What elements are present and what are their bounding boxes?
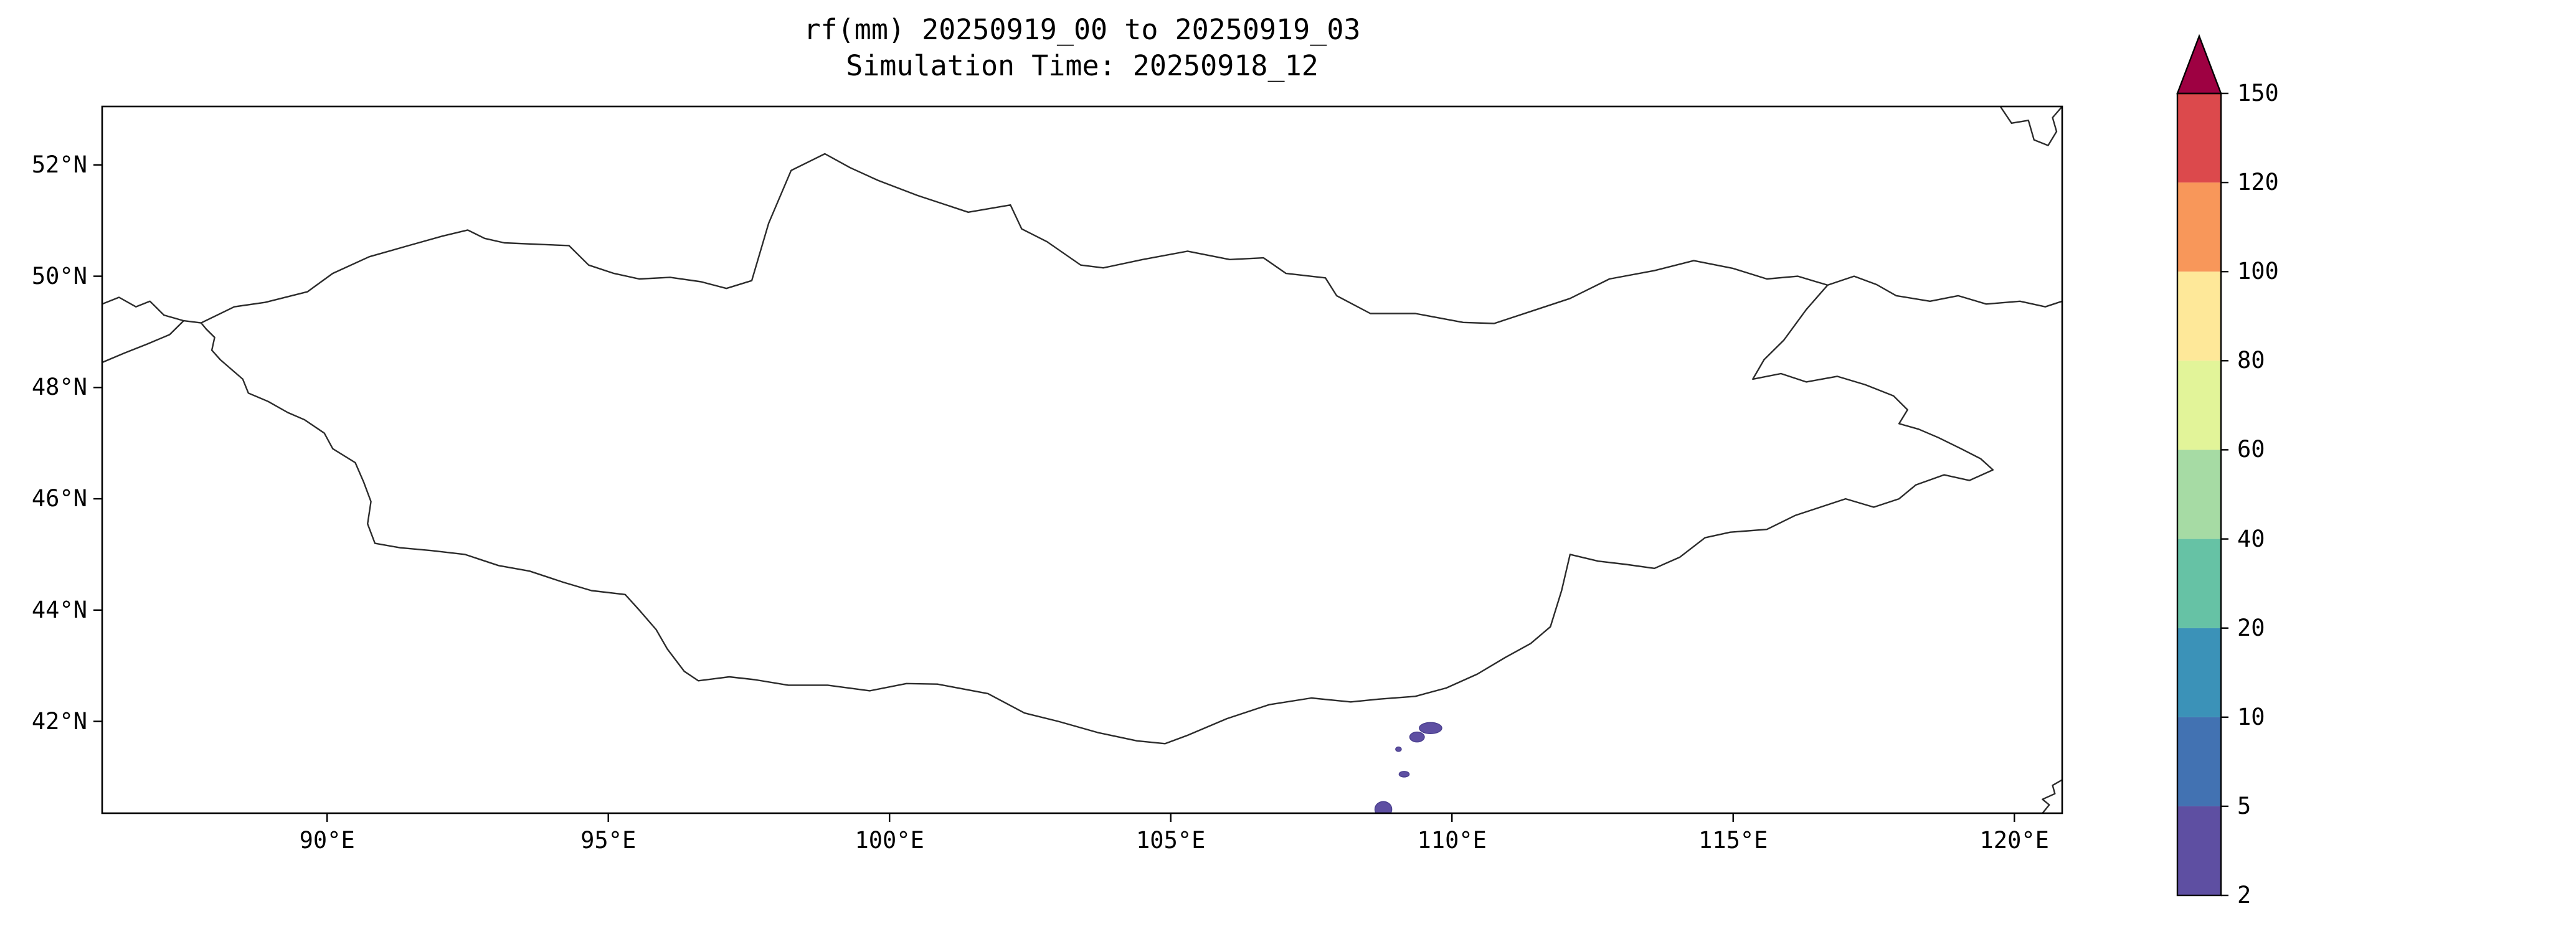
- y-tick-label-50: 50°N: [31, 262, 87, 290]
- colorbar-tick-label-80: 80: [2237, 347, 2265, 374]
- colorbar-tick-label-5: 5: [2237, 792, 2252, 819]
- neighbor-border-fragment: [2042, 779, 2062, 813]
- colorbar-segment: [2177, 539, 2221, 628]
- colorbar-segment: [2177, 93, 2221, 183]
- precip-cell: [1419, 722, 1442, 734]
- precip-cell: [1398, 771, 1410, 778]
- colorbar-tick-label-40: 40: [2237, 525, 2265, 552]
- colorbar-ticks: [2221, 92, 2228, 897]
- colorbar-tick-label-60: 60: [2237, 436, 2265, 463]
- axis-ticks: [93, 164, 2015, 822]
- colorbar-extend-arrow: [2176, 34, 2222, 95]
- y-tick-label-44: 44°N: [31, 596, 87, 623]
- y-tick-label-52: 52°N: [31, 151, 87, 178]
- x-tick-label-110: 110°E: [1417, 827, 1487, 854]
- precip-cells: [1374, 722, 1442, 813]
- mongolia-border: [200, 153, 1994, 745]
- country-borders: [102, 106, 2062, 813]
- chart-title: rf(mm) 20250919_00 to 20250919_03: [803, 13, 1361, 46]
- colorbar-segment: [2177, 361, 2221, 450]
- colorbar-segment: [2177, 717, 2221, 806]
- neighbor-border-fragment: [1827, 275, 2062, 308]
- colorbar-tick-label-10: 10: [2237, 703, 2265, 730]
- neighbor-border-fragment: [102, 296, 202, 324]
- x-tick-label-90: 90°E: [299, 827, 355, 854]
- colorbar-segment: [2177, 628, 2221, 717]
- precip-cell: [1395, 746, 1402, 752]
- x-tick-label-95: 95°E: [580, 827, 637, 854]
- x-tick-label-120: 120°E: [1979, 827, 2049, 854]
- chart-subtitle: Simulation Time: 20250918_12: [846, 49, 1319, 82]
- colorbar-tick-label-150: 150: [2237, 80, 2279, 106]
- colorbar-segment: [2177, 271, 2221, 361]
- y-tick-label-48: 48°N: [31, 374, 87, 401]
- colorbar-tick-label-120: 120: [2237, 169, 2279, 196]
- x-tick-label-115: 115°E: [1698, 827, 1768, 854]
- precip-cell: [1374, 801, 1393, 813]
- plot-frame: [101, 105, 2063, 814]
- neighbor-border-fragment: [1999, 106, 2062, 146]
- precip-cell: [1409, 731, 1425, 743]
- y-tick-label-42: 42°N: [31, 707, 87, 735]
- colorbar-tick-label-2: 2: [2237, 882, 2252, 908]
- colorbar-segment: [2177, 182, 2221, 272]
- x-tick-label-100: 100°E: [855, 827, 924, 854]
- y-tick-label-46: 46°N: [31, 485, 87, 512]
- colorbar-segment: [2177, 806, 2221, 895]
- colorbar-tick-label-100: 100: [2237, 258, 2279, 285]
- x-tick-label-105: 105°E: [1136, 827, 1206, 854]
- colorbar: [2176, 34, 2222, 897]
- colorbar-segment: [2177, 450, 2221, 539]
- neighbor-border-fragment: [102, 319, 185, 364]
- colorbar-tick-label-20: 20: [2237, 614, 2265, 641]
